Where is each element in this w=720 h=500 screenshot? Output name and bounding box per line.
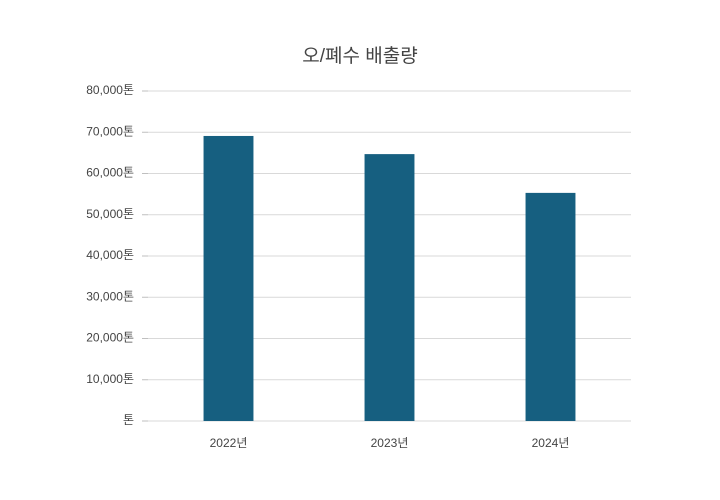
bar <box>364 154 415 422</box>
y-tick-label: 70,000톤 <box>86 124 134 138</box>
x-tick-label: 2022년 <box>210 436 248 450</box>
y-tick-label: 60,000톤 <box>86 166 134 180</box>
bar <box>525 192 576 421</box>
y-tick-label: 20,000톤 <box>86 331 134 345</box>
y-tick-label: 30,000톤 <box>86 289 134 303</box>
y-tick-label: 50,000톤 <box>86 207 134 221</box>
chart-title: 오/폐수 배출량 <box>302 45 417 67</box>
y-tick-label: 80,000톤 <box>86 83 134 97</box>
bar <box>203 135 254 421</box>
y-tick-label: 10,000톤 <box>86 372 134 386</box>
y-tick-label: 톤 <box>123 413 134 427</box>
x-tick-label: 2024년 <box>532 436 570 450</box>
y-tick-label: 40,000톤 <box>86 248 134 262</box>
x-tick-label: 2023년 <box>371 436 409 450</box>
